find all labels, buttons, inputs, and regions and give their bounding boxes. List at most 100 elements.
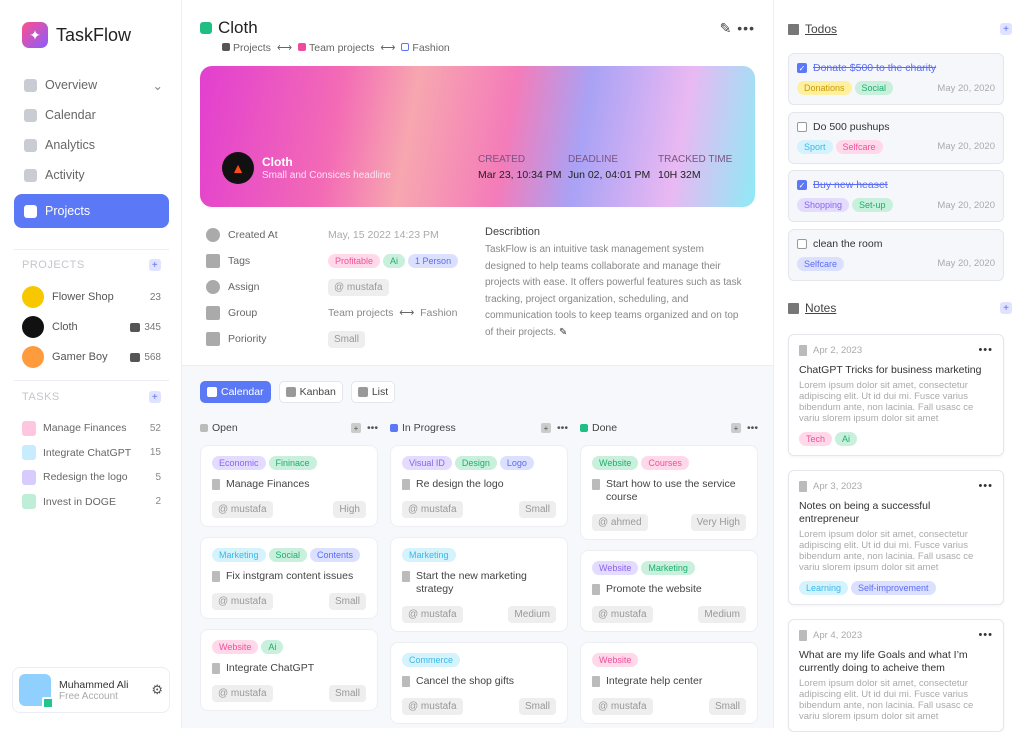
add-task-button[interactable]: + xyxy=(149,391,161,403)
todo-checkbox[interactable] xyxy=(797,238,807,249)
chevron-down-icon[interactable]: ⌄ xyxy=(152,78,163,93)
edit-icon[interactable]: ✎ xyxy=(558,326,568,338)
notes-heading[interactable]: Notes xyxy=(805,301,837,315)
tag[interactable]: Courses xyxy=(641,456,689,470)
note-card[interactable]: Apr 3, 2023 ••• Notes on being a successfu… xyxy=(788,470,1004,605)
tag[interactable]: Logo xyxy=(499,456,534,470)
tag[interactable]: Website xyxy=(592,561,639,575)
task-card[interactable]: Website Courses Start how to use the servi… xyxy=(580,445,758,540)
todos-heading[interactable]: Todos xyxy=(805,22,838,36)
assignee-chip[interactable]: @ mustafa xyxy=(402,501,463,518)
add-todo-button[interactable]: + xyxy=(1000,23,1012,35)
tag[interactable]: Donations xyxy=(797,81,852,95)
project-item[interactable]: Gamer Boy 568 xyxy=(14,342,169,372)
tag[interactable]: Social xyxy=(854,81,894,95)
tag[interactable]: Ai xyxy=(261,640,284,654)
assignee-chip[interactable]: @ mustafa xyxy=(212,685,273,702)
todo-checkbox[interactable]: ✓ xyxy=(797,63,807,73)
task-card[interactable]: Website Ai Integrate ChatGPT @ mustafa Small xyxy=(200,629,378,711)
sidebar-item-projects[interactable]: Projects xyxy=(14,194,169,228)
task-card[interactable]: Marketing Social Contents Fix instgram cont… xyxy=(200,537,378,619)
sidebar-item-overview[interactable]: Overview ⌄ xyxy=(14,70,169,100)
task-item[interactable]: Invest in DOGE 2 xyxy=(14,490,169,515)
todo-item[interactable]: ✓ Buy new heaset Shopping Set-up May 20, 202… xyxy=(788,170,1004,222)
breadcrumb-item[interactable]: Team projects xyxy=(298,42,374,54)
tag[interactable]: Marketing xyxy=(402,548,456,562)
tab-kanban[interactable]: Kanban xyxy=(278,381,343,403)
sidebar-item-activity[interactable]: Activity xyxy=(14,160,169,190)
tag[interactable]: Shopping xyxy=(797,198,850,212)
priority-chip[interactable]: High xyxy=(333,501,366,518)
assignee-chip[interactable]: @ mustafa xyxy=(402,698,463,715)
assignee-chip[interactable]: @ mustafa xyxy=(592,606,653,623)
task-card[interactable]: Economic Fininace Manage Finances @ mustafa… xyxy=(200,445,378,527)
project-item[interactable]: Cloth 345 xyxy=(14,312,169,342)
task-card[interactable]: Website Integrate help center @ mustafa Sma… xyxy=(580,642,758,724)
assignee-chip[interactable]: @ mustafa xyxy=(212,593,273,610)
sidebar-item-analytics[interactable]: Analytics xyxy=(14,130,169,160)
tab-list[interactable]: List xyxy=(350,381,396,403)
priority-chip[interactable]: Small xyxy=(328,685,366,702)
more-icon[interactable]: ••• xyxy=(366,422,378,434)
tag[interactable]: Marketing xyxy=(641,561,695,575)
priority-chip[interactable]: Small xyxy=(518,698,556,715)
tag[interactable]: Self-improvement xyxy=(851,581,936,595)
tag[interactable]: Ai xyxy=(835,432,858,446)
tag[interactable]: Fininace xyxy=(268,456,317,470)
more-icon[interactable]: ••• xyxy=(978,629,993,641)
add-card-button[interactable]: + xyxy=(350,423,361,433)
tab-calendar[interactable]: Calendar xyxy=(200,381,271,403)
todo-checkbox[interactable] xyxy=(797,121,807,132)
more-icon[interactable]: ••• xyxy=(978,344,993,356)
tag[interactable]: Profitable xyxy=(328,254,381,268)
priority-chip[interactable]: Medium xyxy=(508,606,556,623)
tag[interactable]: Commerce xyxy=(402,653,461,667)
tag[interactable]: Learning xyxy=(799,581,849,595)
task-item[interactable]: Integrate ChatGPT 15 xyxy=(14,441,169,466)
tag[interactable]: Website xyxy=(212,640,259,654)
assignee-chip[interactable]: @ mustafa xyxy=(402,606,463,623)
more-icon[interactable]: ••• xyxy=(978,480,993,492)
add-card-button[interactable]: + xyxy=(730,423,741,433)
note-card[interactable]: Apr 4, 2023 ••• What are my life Goals and… xyxy=(788,619,1004,732)
task-card[interactable]: Visual ID Design Logo Re design the logo @ m… xyxy=(390,445,568,527)
todo-item[interactable]: ✓ Donate $500 to the charity Donations Soci… xyxy=(788,53,1004,105)
tag[interactable]: Ai xyxy=(383,254,406,268)
todo-item[interactable]: Do 500 pushups Sport Selfcare May 20, 2020 xyxy=(788,111,1004,164)
sidebar-item-calendar[interactable]: Calendar xyxy=(14,100,169,130)
tag[interactable]: 1 Person xyxy=(408,254,459,268)
tag[interactable]: Selfcare xyxy=(835,139,883,154)
tag[interactable]: Selfcare xyxy=(797,256,845,271)
tag[interactable]: Contents xyxy=(310,548,361,562)
priority-chip[interactable]: Small xyxy=(328,330,366,348)
todo-item[interactable]: clean the room Selfcare May 20, 2020 xyxy=(788,228,1004,281)
task-item[interactable]: Redesign the logo 5 xyxy=(14,465,169,490)
assignee-chip[interactable]: @ mustafa xyxy=(212,501,273,518)
priority-chip[interactable]: Small xyxy=(328,593,366,610)
add-note-button[interactable]: + xyxy=(1000,302,1012,314)
task-card[interactable]: Marketing Start the new marketing strateg… xyxy=(390,537,568,632)
user-profile[interactable]: Muhammed Ali Free Account ⚙ xyxy=(12,667,170,713)
priority-chip[interactable]: Medium xyxy=(698,606,746,623)
tag[interactable]: Economic xyxy=(212,456,266,470)
tag[interactable]: Tech xyxy=(799,432,833,446)
todo-checkbox[interactable]: ✓ xyxy=(797,180,807,190)
priority-chip[interactable]: Small xyxy=(518,501,556,518)
task-card[interactable]: Commerce Cancel the shop gifts @ mustafa Sm… xyxy=(390,642,568,724)
assignee-chip[interactable]: @ mustafa xyxy=(328,278,389,296)
task-item[interactable]: Manage Finances 52 xyxy=(14,416,169,441)
edit-icon[interactable]: ✎ xyxy=(719,20,733,36)
gear-icon[interactable]: ⚙ xyxy=(151,682,163,697)
assignee-chip[interactable]: @ mustafa xyxy=(592,698,653,715)
add-card-button[interactable]: + xyxy=(540,423,551,433)
tag[interactable]: Sport xyxy=(797,139,833,154)
more-icon[interactable]: ••• xyxy=(737,20,755,36)
tag[interactable]: Design xyxy=(454,456,497,470)
more-icon[interactable]: ••• xyxy=(556,422,568,434)
assignee-chip[interactable]: @ ahmed xyxy=(592,514,648,531)
app-logo[interactable]: ✦ TaskFlow xyxy=(22,22,131,48)
tag[interactable]: Website xyxy=(592,456,639,470)
more-icon[interactable]: ••• xyxy=(746,422,758,434)
tag[interactable]: Social xyxy=(268,548,308,562)
project-item[interactable]: Flower Shop 23 xyxy=(14,282,169,312)
